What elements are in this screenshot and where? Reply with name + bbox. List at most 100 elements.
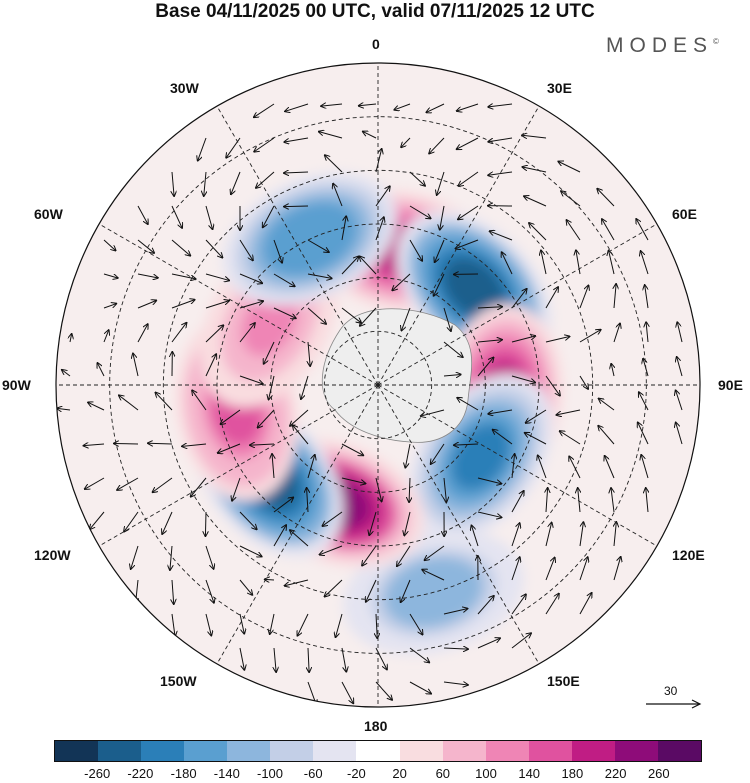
colorbar-tick-label: 20 — [392, 766, 407, 781]
wind-vector — [477, 638, 500, 649]
wind-vector — [405, 443, 411, 468]
wind-vector — [117, 477, 139, 490]
lon-label-180: 180 — [364, 718, 388, 734]
latitude-circle — [270, 277, 486, 493]
wind-vector — [258, 409, 275, 428]
wind-vector — [558, 161, 581, 173]
wind-vector — [307, 239, 329, 252]
wind-vector — [162, 511, 173, 534]
wind-vector — [435, 239, 445, 262]
wind-vector — [62, 370, 71, 377]
wind-vector — [254, 137, 275, 152]
wind-vector — [477, 307, 502, 308]
map-disk — [56, 63, 700, 707]
lon-label-60w: 60W — [34, 206, 63, 222]
latitude-circle — [162, 169, 594, 601]
wind-vector — [404, 511, 411, 535]
wind-vector — [677, 322, 683, 343]
wind-vector — [360, 256, 377, 275]
wind-vector — [576, 250, 581, 275]
wind-vector — [545, 287, 558, 309]
wind-vector — [579, 522, 583, 547]
wind-vector — [359, 104, 377, 106]
colorbar-segment — [356, 741, 400, 761]
wind-vector — [205, 273, 229, 280]
wind-vector — [191, 477, 207, 497]
wind-vector — [273, 273, 295, 286]
wind-vector — [322, 511, 343, 526]
wind-vector — [308, 341, 310, 366]
wind-vector — [611, 364, 614, 377]
wind-vector — [250, 444, 275, 445]
wind-vector — [205, 545, 214, 569]
wind-vector — [525, 433, 547, 445]
lon-label-150w: 150W — [160, 673, 197, 689]
colorbar-segment — [270, 741, 314, 761]
wind-vector — [375, 149, 382, 173]
colorbar-tick-label: -60 — [303, 766, 323, 781]
wind-vector — [321, 104, 343, 106]
wind-vector — [645, 285, 649, 309]
wind-vector — [375, 217, 384, 241]
wind-vector — [677, 357, 683, 377]
wind-vector — [578, 488, 580, 513]
wind-vector — [597, 189, 615, 207]
wind-vector — [171, 323, 186, 343]
wind-vector — [254, 103, 275, 117]
wind-vector — [171, 205, 182, 228]
wind-vector — [137, 239, 154, 253]
wind-vector — [239, 301, 263, 309]
wind-vector — [205, 325, 223, 343]
wind-vector — [153, 477, 173, 492]
wind-vector — [155, 393, 173, 411]
anomaly-negative-125e — [451, 424, 510, 490]
brand-name: MODES — [606, 34, 714, 57]
wind-vector — [676, 423, 683, 445]
wind-vector — [307, 273, 332, 278]
map-title: Base 04/11/2025 00 UTC, valid 07/11/2025… — [155, 1, 595, 22]
wind-vector — [273, 525, 286, 547]
wind-vector — [511, 491, 524, 513]
colorbar-segment — [442, 741, 486, 761]
wind-vector — [421, 409, 445, 416]
wind-vector — [454, 444, 479, 445]
wind-vector — [137, 324, 148, 343]
wind-vector — [239, 647, 244, 670]
wind-vector — [434, 273, 445, 296]
wind-vector — [444, 477, 446, 502]
wind-vector — [443, 682, 468, 685]
wind-vector — [613, 557, 621, 581]
wind-vector — [614, 284, 616, 309]
wind-vector — [171, 239, 190, 256]
wind-vector — [301, 375, 309, 399]
wind-vector — [636, 219, 649, 241]
wind-vector — [429, 137, 445, 153]
wind-vector — [362, 545, 377, 566]
wind-vector — [239, 375, 263, 384]
wind-vector — [529, 223, 547, 241]
colorbar-segment — [528, 741, 572, 761]
wind-vector — [443, 307, 451, 331]
wind-vector — [273, 307, 296, 318]
wind-vector — [538, 455, 547, 479]
wind-vector — [319, 132, 343, 139]
wind-vector — [137, 301, 156, 309]
colorbar-segment — [399, 741, 443, 761]
wind-vector — [264, 341, 275, 364]
lon-label-90e: 90E — [718, 377, 743, 393]
wind-vector — [437, 171, 445, 195]
latitude-circle — [109, 116, 647, 654]
wind-vector — [341, 443, 363, 455]
wind-vector — [284, 172, 309, 173]
wind-vector — [308, 647, 309, 672]
wind-vector — [546, 488, 548, 513]
wind-vector — [641, 455, 649, 479]
wind-vector — [579, 593, 592, 615]
wind-vector — [605, 456, 615, 479]
wind-vector — [307, 455, 315, 479]
wind-vector — [477, 358, 493, 377]
wind-vector — [401, 307, 411, 330]
wind-vector — [103, 239, 116, 250]
wind-vector — [88, 402, 105, 411]
lon-label-0: 0 — [372, 36, 380, 52]
